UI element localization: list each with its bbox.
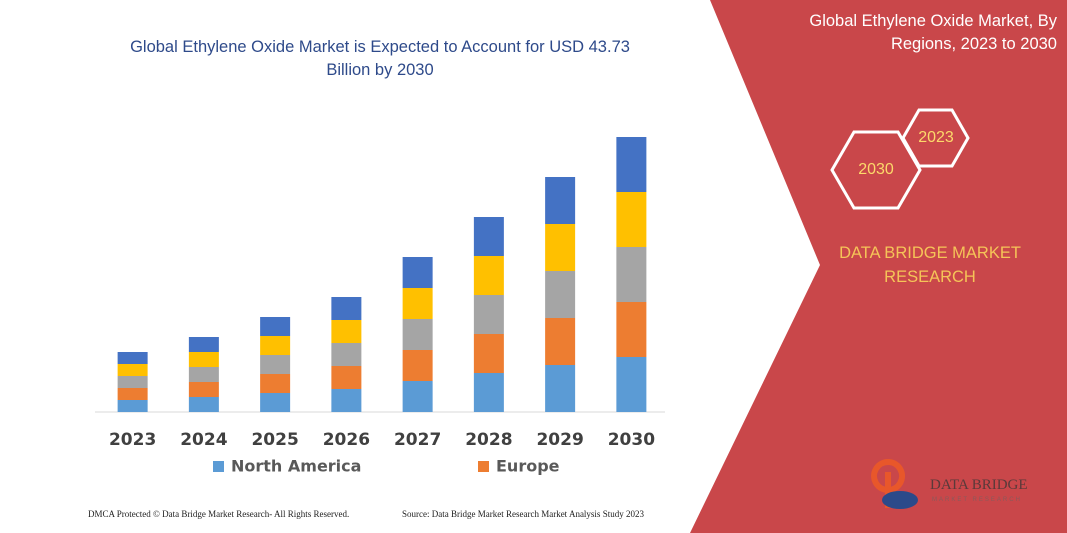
bar-segment	[545, 177, 576, 224]
bar-segment	[117, 352, 148, 364]
bar-segment	[331, 366, 362, 389]
hex-label: 2023	[918, 129, 954, 146]
bar-segment	[402, 350, 433, 381]
legend-swatch	[213, 461, 224, 472]
bar-segment	[402, 319, 433, 350]
bar-segment	[545, 271, 576, 318]
bar-segment	[117, 364, 148, 376]
x-tick-label: 2028	[465, 430, 512, 450]
bar-segment	[117, 376, 148, 388]
hexagon	[830, 130, 922, 210]
legend-label: North America	[231, 457, 361, 476]
x-tick-label: 2026	[323, 430, 370, 450]
bar-segment	[545, 365, 576, 412]
bar-segment	[117, 400, 148, 412]
bar-segment	[402, 288, 433, 319]
x-tick-label: 2027	[394, 430, 441, 450]
brand: DATA BRIDGE MARKET RESEARCH	[839, 244, 1021, 286]
bar-segment	[331, 297, 362, 320]
bar-segment	[188, 397, 219, 412]
bar-segment	[331, 343, 362, 366]
bar-segment	[616, 302, 647, 357]
bar-segment	[402, 381, 433, 412]
bar-segment	[260, 374, 291, 393]
bar-segment	[188, 352, 219, 367]
logo-subtitle: MARKET RESEARCH	[932, 497, 1022, 503]
x-tick-label: 2024	[180, 430, 227, 450]
bar-segment	[473, 373, 504, 412]
bar-segment	[260, 336, 291, 355]
bar-segment	[188, 382, 219, 397]
bar-segment	[117, 388, 148, 400]
bar-segment	[473, 334, 504, 373]
bar-segment	[616, 247, 647, 302]
bar-segment	[545, 224, 576, 271]
side-panel	[690, 0, 1067, 533]
bar-segment	[616, 192, 647, 247]
bar-segment	[616, 357, 647, 412]
logo-title: DATA BRIDGE	[930, 477, 1028, 493]
bar-segment	[260, 355, 291, 374]
x-tick-label: 2030	[608, 430, 655, 450]
chart-title: Global Ethylene Oxide Market is Expected…	[130, 38, 630, 79]
hex-label: 2030	[858, 161, 894, 178]
panel-title: Global Ethylene Oxide Market, By Regions…	[809, 12, 1057, 53]
bar-segment	[331, 320, 362, 343]
bar-segment	[616, 137, 647, 192]
bar-segment	[331, 389, 362, 412]
legend-swatch	[478, 461, 489, 472]
bar-segment	[473, 256, 504, 295]
footer-left: DMCA Protected © Data Bridge Market Rese…	[88, 509, 350, 519]
x-tick-label: 2023	[109, 430, 156, 450]
legend-label: Europe	[496, 457, 560, 476]
bar-segment	[473, 217, 504, 256]
x-tick-label: 2025	[251, 430, 298, 450]
bar-segment	[473, 295, 504, 334]
bar-segment	[545, 318, 576, 365]
bar-segment	[260, 393, 291, 412]
bar-segment	[188, 367, 219, 382]
logo-icon	[882, 491, 918, 509]
bar-segment	[260, 317, 291, 336]
footer-right: Source: Data Bridge Market Research Mark…	[402, 509, 644, 519]
x-tick-label: 2029	[536, 430, 583, 450]
bar-segment	[402, 257, 433, 288]
bar-segment	[188, 337, 219, 352]
